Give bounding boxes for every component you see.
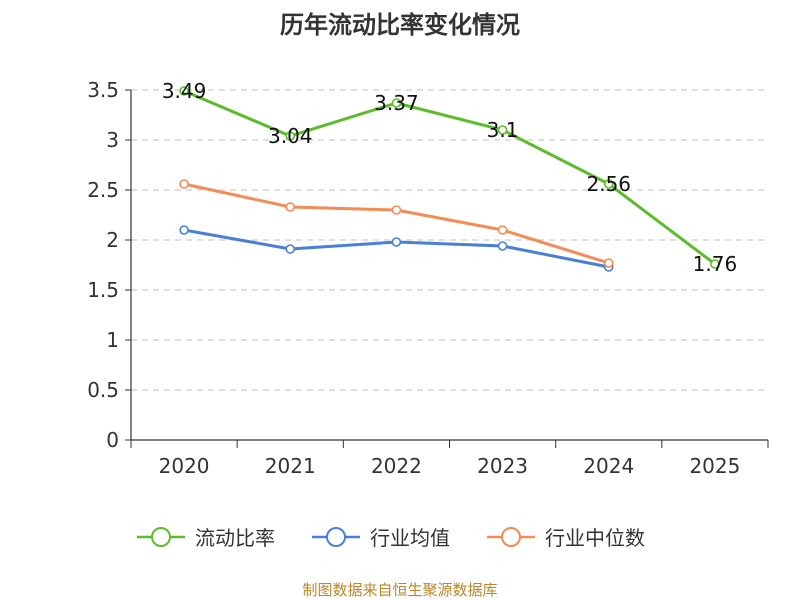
y-tick-label: 2 [106, 228, 119, 252]
data-point [603, 258, 614, 268]
data-point [391, 98, 402, 108]
data-label: 3.1 [487, 118, 519, 142]
legend-marker-icon [151, 527, 171, 547]
grid [131, 89, 768, 391]
y-tick-label: 1.5 [87, 278, 119, 302]
y-tick-label: 2.5 [87, 178, 119, 202]
legend: 流动比率 行业均值 行业中位数 [137, 526, 645, 550]
data-label: 2.56 [586, 172, 631, 196]
series-line [183, 228, 610, 269]
x-tick-label: 2020 [159, 454, 210, 478]
y-tick-label: 3 [106, 128, 119, 152]
x-tick-label: 2021 [265, 454, 316, 478]
x-tick-label: 2022 [371, 454, 422, 478]
source-note: 制图数据来自恒生聚源数据库 [302, 581, 497, 599]
data-point [285, 202, 296, 212]
data-point [179, 179, 189, 189]
data-point [179, 86, 189, 96]
legend-marker-icon [501, 527, 521, 547]
data-label: 1.76 [693, 252, 738, 276]
y-tick-label: 1 [106, 328, 119, 352]
data-point [285, 244, 296, 254]
data-point [497, 125, 508, 135]
series-line [183, 89, 716, 266]
legend-item[interactable]: 流动比率 [137, 526, 275, 550]
y-tick-label: 3.5 [87, 78, 119, 102]
chart-title: 历年流动比率变化情况 [280, 11, 520, 39]
data-point [603, 179, 614, 189]
legend-label: 行业中位数 [545, 526, 645, 550]
axes: 0 0.5 1 1.5 2 2.5 3 3.5 2020 2021 2022 2023 2024 2025 [87, 78, 769, 478]
data-label: 3.49 [162, 79, 207, 103]
legend-label: 流动比率 [195, 526, 275, 550]
series-lines [179, 86, 720, 272]
data-point [285, 131, 296, 141]
y-tick-label: 0 [106, 428, 119, 452]
x-tick-label: 2023 [477, 454, 528, 478]
x-tick-label: 2025 [689, 454, 740, 478]
data-point [391, 237, 402, 247]
x-tick-label: 2024 [583, 454, 634, 478]
data-label: 3.37 [374, 91, 419, 115]
legend-item[interactable]: 行业均值 [312, 526, 450, 550]
data-point [391, 205, 402, 215]
y-tick-label: 0.5 [87, 378, 119, 402]
legend-label: 行业均值 [370, 526, 450, 550]
data-point [179, 225, 189, 235]
data-point [710, 259, 720, 269]
data-point [497, 241, 508, 251]
series-line [183, 182, 610, 265]
legend-item[interactable]: 行业中位数 [487, 526, 645, 550]
data-point [497, 225, 508, 235]
data-labels: 3.49 3.04 3.37 3.1 2.56 1.76 [162, 79, 737, 276]
data-label: 3.04 [268, 124, 313, 148]
legend-marker-icon [326, 527, 346, 547]
